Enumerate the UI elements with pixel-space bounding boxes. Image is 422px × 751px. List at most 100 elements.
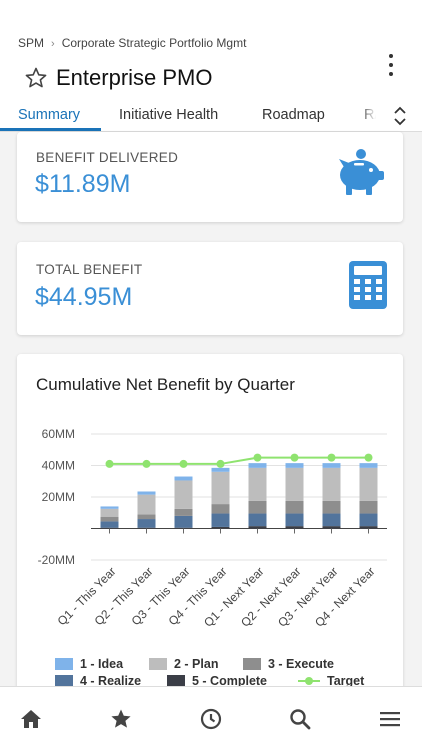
legend-item[interactable]: Target <box>298 674 364 688</box>
tab-scroll-chevrons-icon[interactable] <box>392 105 408 127</box>
tab-roadmap[interactable]: Roadmap <box>262 107 325 123</box>
target-line <box>109 456 369 465</box>
target-point <box>216 459 225 468</box>
bar-segment <box>285 513 304 527</box>
kpi-label: TOTAL BENEFIT <box>36 262 143 277</box>
bar-segment <box>174 527 193 529</box>
legend-label: 4 - Realize <box>80 674 142 688</box>
legend-swatch <box>55 658 73 670</box>
bar-segment <box>359 526 378 529</box>
bar-segment <box>359 463 378 468</box>
piggy-bank-icon <box>339 149 384 195</box>
bar-segment <box>174 515 193 528</box>
bar-segment <box>137 514 156 520</box>
breadcrumb: SPM › Corporate Strategic Portfolio Mgmt <box>18 36 246 50</box>
y-tick-label: 60MM <box>42 427 75 441</box>
title-row: Enterprise PMO <box>24 64 213 92</box>
bar-segment <box>322 513 341 527</box>
bar-segment <box>359 500 378 514</box>
bar-segment <box>137 519 156 528</box>
legend-swatch <box>298 677 320 685</box>
benefit-delivered-card[interactable]: BENEFIT DELIVERED $11.89M <box>17 132 403 222</box>
tab-bar: Summary Initiative Health Roadmap R/ <box>0 100 422 131</box>
bar-segment <box>211 467 230 472</box>
legend-item[interactable]: 1 - Idea <box>55 657 123 671</box>
legend-label: 3 - Execute <box>268 657 335 671</box>
legend-swatch <box>243 658 261 670</box>
app-header: SPM › Corporate Strategic Portfolio Mgmt E… <box>0 0 422 132</box>
calculator-icon <box>349 261 387 309</box>
bar-segment <box>211 471 230 505</box>
chart-title: Cumulative Net Benefit by Quarter <box>36 375 295 394</box>
bar-segment <box>248 526 267 529</box>
bar-segment <box>100 508 119 517</box>
total-benefit-card[interactable]: TOTAL BENEFIT $44.95M <box>17 242 403 335</box>
target-point <box>179 459 188 468</box>
legend-item[interactable]: 2 - Plan <box>149 657 218 671</box>
breadcrumb-root[interactable]: SPM <box>18 36 45 50</box>
bar-segment <box>137 494 156 515</box>
page-title: Enterprise PMO <box>56 65 213 90</box>
legend-label: Target <box>327 674 365 688</box>
legend-label: 1 - Idea <box>80 657 124 671</box>
legend-label: 2 - Plan <box>174 657 219 671</box>
bar-segment <box>359 513 378 527</box>
kpi-value: $11.89M <box>35 170 131 198</box>
target-point <box>253 453 262 462</box>
active-tab-indicator <box>0 128 101 131</box>
more-options-icon[interactable] <box>386 54 396 76</box>
bar-segment <box>322 467 341 501</box>
bar-segment <box>100 527 119 529</box>
breadcrumb-separator: › <box>51 38 55 50</box>
legend-item[interactable]: 5 - Complete <box>167 674 267 688</box>
legend-swatch <box>167 675 185 687</box>
target-point <box>364 453 373 462</box>
target-point <box>327 453 336 462</box>
home-icon[interactable] <box>19 707 43 731</box>
bar-segment <box>248 463 267 468</box>
tab-summary[interactable]: Summary <box>18 107 81 123</box>
bar-segment <box>174 476 193 481</box>
y-tick-label: -20MM <box>38 553 75 567</box>
bar-segment <box>100 516 119 522</box>
bar-segment <box>100 521 119 528</box>
legend-label: 5 - Complete <box>192 674 268 688</box>
favorite-star-icon[interactable] <box>24 66 48 90</box>
bar-segment <box>322 463 341 468</box>
bar-segment <box>248 467 267 501</box>
bar-segment <box>285 526 304 529</box>
favorites-star-icon[interactable] <box>109 707 133 731</box>
target-point <box>290 453 299 462</box>
bar-segment <box>248 500 267 514</box>
target-point <box>142 459 151 468</box>
y-tick-label: 20MM <box>42 490 75 504</box>
kpi-value: $44.95M <box>35 283 133 311</box>
recent-clock-icon[interactable] <box>199 707 223 731</box>
bar-segment <box>285 500 304 514</box>
tab-initiative-health[interactable]: Initiative Health <box>119 107 219 123</box>
search-icon[interactable] <box>288 707 312 731</box>
bar-segment <box>248 513 267 527</box>
legend-item[interactable]: 3 - Execute <box>243 657 334 671</box>
breadcrumb-current[interactable]: Corporate Strategic Portfolio Mgmt <box>61 36 247 50</box>
bar-segment <box>174 480 193 509</box>
kpi-label: BENEFIT DELIVERED <box>36 150 179 165</box>
y-tick-label: 40MM <box>42 459 75 473</box>
bottom-navigation <box>0 686 422 751</box>
legend-swatch <box>149 658 167 670</box>
target-point <box>105 459 114 468</box>
bar-segment <box>322 526 341 529</box>
bar-segment <box>322 500 341 514</box>
bar-segment <box>174 508 193 516</box>
bar-segment <box>359 467 378 501</box>
legend-swatch <box>55 675 73 687</box>
bar-segment <box>137 527 156 529</box>
cumulative-net-benefit-chart-card: Cumulative Net Benefit by Quarter 60MM 40… <box>17 354 403 694</box>
menu-icon[interactable] <box>378 707 402 731</box>
bar-segment <box>285 463 304 468</box>
bar-segment <box>285 467 304 501</box>
bar-segment <box>211 526 230 529</box>
bar-segment <box>137 491 156 495</box>
legend-item[interactable]: 4 - Realize <box>55 674 141 688</box>
bar-segment <box>211 504 230 514</box>
